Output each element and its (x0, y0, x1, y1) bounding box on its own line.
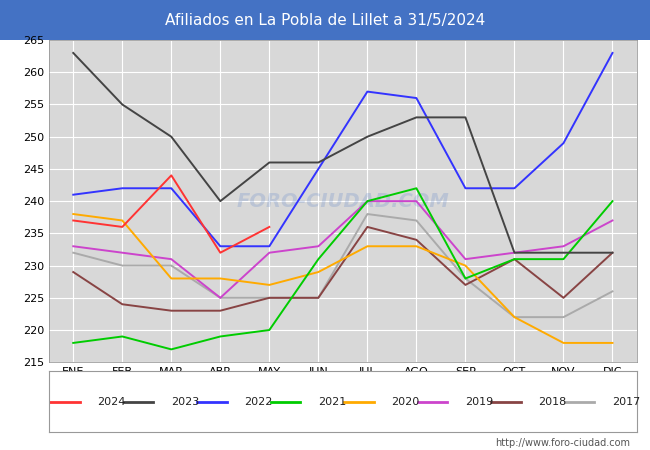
Text: FORO-CIUDAD.COM: FORO-CIUDAD.COM (237, 192, 449, 211)
Text: 2021: 2021 (318, 396, 346, 407)
Text: Afiliados en La Pobla de Lillet a 31/5/2024: Afiliados en La Pobla de Lillet a 31/5/2… (165, 13, 485, 27)
Text: 2022: 2022 (244, 396, 273, 407)
Text: 2017: 2017 (612, 396, 640, 407)
Text: 2020: 2020 (391, 396, 420, 407)
Text: 2024: 2024 (98, 396, 125, 407)
Text: 2023: 2023 (171, 396, 199, 407)
Text: 2019: 2019 (465, 396, 493, 407)
Text: 2018: 2018 (538, 396, 567, 407)
Text: http://www.foro-ciudad.com: http://www.foro-ciudad.com (495, 438, 630, 448)
